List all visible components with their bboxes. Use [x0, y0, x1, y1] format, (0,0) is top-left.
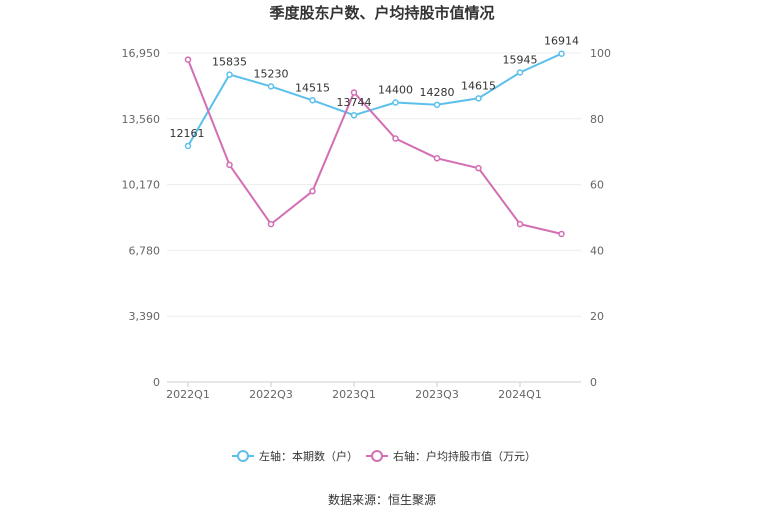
- data-point-right: [475, 164, 482, 172]
- x-tick-label: 2023Q3: [415, 388, 459, 401]
- data-labels: 12161 15835 15230 14515 13744 14400 14280 14615…: [170, 35, 580, 140]
- left-axis-ticks: 0 3,390 6,780 10,170 13,560 16,950: [122, 47, 161, 389]
- left-tick-label: 16,950: [122, 47, 161, 60]
- data-point-left: [392, 99, 399, 106]
- series-line-left: [187, 52, 562, 147]
- data-label: 16914: [544, 35, 579, 48]
- right-tick-label: 80: [590, 113, 604, 126]
- data-point-left: [433, 101, 441, 109]
- legend-item-left[interactable]: 左轴：本期数（户）: [232, 449, 358, 463]
- legend[interactable]: 左轴：本期数（户） 右轴：户均持股市值（万元）: [232, 449, 536, 463]
- data-point-right: [516, 220, 524, 228]
- data-point-right: [226, 161, 233, 169]
- x-axis-ticks: 2022Q1 2022Q3 2023Q1 2023Q3 2024Q1: [166, 382, 542, 401]
- right-tick-label: 40: [590, 244, 604, 257]
- left-tick-label: 13,560: [122, 113, 161, 126]
- data-point-left: [226, 71, 233, 78]
- data-point-right: [267, 220, 275, 228]
- data-point-left: [516, 69, 524, 76]
- data-point-right: [309, 187, 316, 195]
- grid: [167, 52, 581, 383]
- data-label: 14515: [295, 81, 330, 94]
- left-tick-label: 0: [153, 376, 160, 389]
- series-line-right: [187, 59, 562, 235]
- data-point-right: [392, 135, 399, 142]
- data-point-left: [267, 83, 275, 90]
- data-point-right: [433, 155, 441, 162]
- x-tick-label: 2023Q1: [332, 388, 376, 401]
- right-tick-label: 20: [590, 310, 604, 323]
- left-tick-label: 3,390: [129, 310, 161, 323]
- left-tick-label: 6,780: [129, 244, 161, 257]
- data-point-right: [558, 230, 565, 238]
- data-point-left: [184, 142, 192, 150]
- legend-marker-right: [371, 450, 383, 462]
- chart-title: 季度股东户数、户均持股市值情况: [269, 4, 494, 22]
- data-point-right: [184, 56, 192, 63]
- data-label: 14400: [378, 83, 413, 96]
- legend-marker-left: [237, 450, 249, 462]
- source-note: 数据来源：恒生聚源: [328, 492, 436, 507]
- data-label: 15230: [254, 67, 289, 80]
- legend-label-right: 右轴：户均持股市值（万元）: [393, 449, 536, 463]
- data-point-left: [309, 97, 316, 104]
- left-tick-label: 10,170: [122, 179, 161, 192]
- legend-item-right[interactable]: 右轴：户均持股市值（万元）: [366, 449, 536, 463]
- data-label: 13744: [337, 96, 372, 109]
- data-label: 15945: [503, 54, 538, 67]
- series-layer: [184, 50, 565, 238]
- legend-label-left: 左轴：本期数（户）: [259, 449, 358, 463]
- data-point-left: [350, 111, 358, 119]
- right-tick-label: 60: [590, 179, 604, 192]
- data-point-left: [558, 50, 565, 57]
- data-label: 14280: [420, 86, 455, 99]
- right-axis-ticks: 0 20 40 60 80 100: [590, 47, 611, 389]
- right-tick-label: 100: [590, 47, 611, 60]
- data-label: 14615: [461, 79, 496, 92]
- x-tick-label: 2022Q1: [166, 388, 210, 401]
- x-tick-label: 2022Q3: [249, 388, 293, 401]
- data-point-left: [475, 95, 482, 102]
- data-point-right: [350, 89, 358, 96]
- x-tick-label: 2024Q1: [498, 388, 542, 401]
- right-tick-label: 0: [590, 376, 597, 389]
- data-label: 12161: [170, 127, 205, 140]
- data-label: 15835: [212, 56, 247, 69]
